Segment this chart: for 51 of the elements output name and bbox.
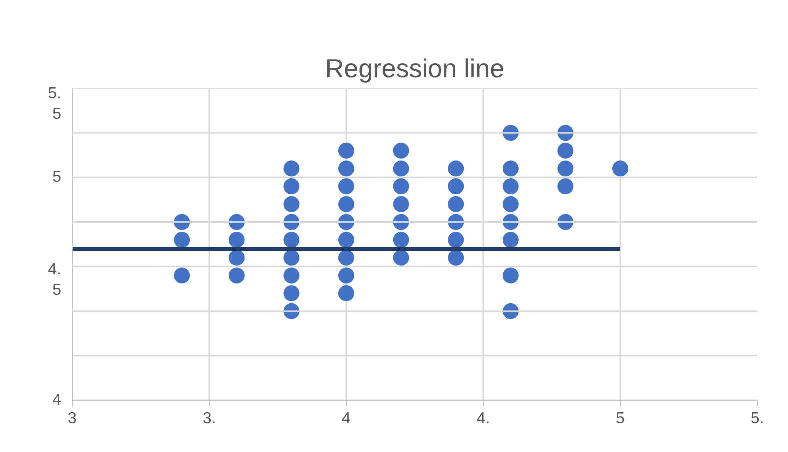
point (228, 250, 245, 266)
point (338, 250, 354, 266)
point (502, 178, 519, 195)
point (338, 268, 354, 284)
x-tick-label: 4 (342, 410, 352, 428)
point (393, 196, 410, 212)
point (558, 178, 574, 195)
point (448, 196, 464, 212)
point (338, 178, 354, 195)
point (502, 160, 519, 177)
point (228, 268, 245, 284)
point (284, 250, 300, 266)
point (502, 196, 519, 212)
point (284, 286, 300, 302)
point (284, 178, 300, 195)
point (612, 160, 628, 177)
chart-title: Regression line (325, 54, 505, 84)
y-tick-label: 5 (52, 169, 62, 186)
point (448, 160, 464, 177)
point (284, 268, 300, 284)
point (284, 232, 300, 248)
point (558, 142, 574, 159)
point (284, 160, 300, 177)
y-tick-label: 4. 5 (48, 261, 62, 299)
point (448, 250, 464, 266)
point (338, 142, 354, 159)
point (393, 250, 410, 266)
x-tick-label: 5. (750, 410, 764, 428)
y-tick-label: 4 (52, 392, 62, 409)
x-tick-label: 5 (616, 410, 626, 428)
x-tick-label: 3 (68, 410, 78, 428)
point (284, 196, 300, 212)
point (393, 232, 410, 248)
point (338, 196, 354, 212)
point (393, 178, 410, 195)
point (228, 232, 245, 248)
point (174, 232, 190, 248)
x-tick-label: 4. (476, 410, 490, 428)
y-tick-label: 5. 5 (48, 85, 62, 123)
point (338, 286, 354, 302)
point (393, 142, 410, 159)
point (502, 232, 519, 248)
point (558, 160, 574, 177)
point (174, 268, 190, 284)
point (448, 178, 464, 195)
point (338, 232, 354, 248)
x-tick-label: 3. (202, 410, 216, 428)
point (448, 232, 464, 248)
point (502, 268, 519, 284)
point (338, 160, 354, 177)
point (393, 160, 410, 177)
